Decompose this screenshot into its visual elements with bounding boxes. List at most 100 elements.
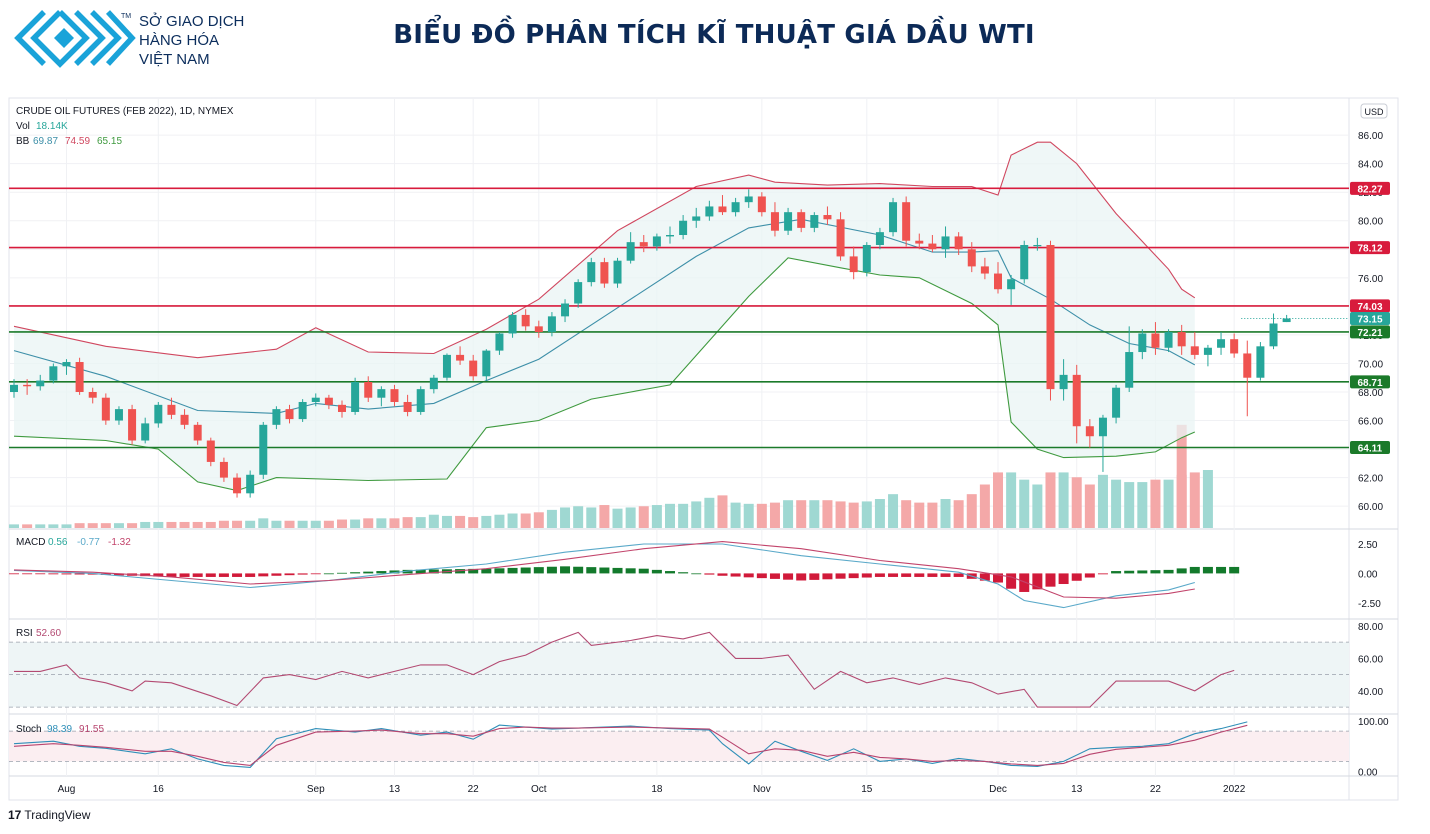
macd-histogram-bar (271, 573, 282, 576)
macd-histogram-bar (35, 573, 46, 575)
volume-bar (769, 502, 780, 528)
candle-body (364, 382, 373, 398)
stoch-legend-k: 98.39 (47, 724, 72, 735)
candle-body (994, 273, 1002, 290)
candle-body (1217, 339, 1226, 348)
macd-histogram-bar (625, 568, 636, 574)
tradingview-brand: TradingView (24, 808, 91, 822)
stoch-tick-label: 100.00 (1358, 717, 1389, 728)
volume-bar (1032, 484, 1043, 528)
macd-histogram-bar (363, 571, 374, 574)
volume-bar (350, 519, 361, 528)
candle-body (154, 404, 163, 424)
price-tick-label: 62.00 (1358, 474, 1383, 485)
macd-histogram-bar (874, 573, 885, 577)
macd-histogram-bar (310, 573, 321, 575)
macd-histogram-bar (861, 573, 872, 578)
candle-body (456, 354, 465, 361)
candle-body (1190, 346, 1199, 355)
candle-body (1033, 244, 1042, 247)
macd-tick-label: -2.50 (1358, 599, 1381, 610)
macd-histogram-bar (166, 573, 177, 577)
candle-body (128, 409, 137, 441)
candle-body (101, 397, 110, 421)
candle-body (836, 219, 845, 257)
volume-bar (402, 517, 413, 528)
candle-body (862, 244, 871, 273)
last-price-badge (1350, 311, 1390, 325)
macd-histogram-bar (415, 569, 426, 574)
volume-bar (481, 515, 492, 528)
candle-body (639, 242, 648, 247)
candle-body (324, 397, 333, 405)
macd-histogram-bar (717, 573, 728, 576)
candle-body (928, 243, 937, 250)
macd-legend-hist: 0.56 (48, 537, 68, 548)
macd-histogram-bar (678, 572, 689, 574)
volume-bar (22, 524, 33, 528)
rsi-legend-label: RSI (16, 628, 33, 639)
bb-legend-upper: 74.59 (65, 136, 90, 147)
candle-body (652, 236, 661, 247)
macd-histogram-bar (979, 573, 990, 581)
macd-legend-label: MACD (16, 537, 45, 548)
bb-legend-label: BB (16, 136, 30, 147)
macd-histogram-bar (927, 573, 938, 577)
candle-body (587, 262, 596, 283)
volume-bar (205, 521, 216, 528)
macd-histogram-bar (1058, 573, 1069, 585)
tradingview-logo[interactable]: 17 TradingView (8, 808, 90, 822)
last-price-label: 73.15 (1357, 314, 1382, 325)
macd-signal-line (13, 541, 1195, 599)
candle-body (889, 202, 898, 233)
macd-histogram-bar (389, 570, 400, 574)
volume-bar (323, 520, 334, 528)
macd-histogram-bar (218, 573, 229, 577)
candle-body (206, 440, 215, 462)
volume-bar (533, 512, 544, 528)
candle-body (1151, 333, 1160, 348)
candle-body (508, 314, 517, 334)
volume-bar (140, 521, 151, 528)
macd-histogram-bar (1124, 570, 1135, 574)
time-tick-label: 18 (651, 784, 663, 795)
volume-bar (520, 513, 531, 528)
volume-bar (678, 503, 689, 528)
candle-body (1230, 339, 1239, 354)
candle-body (377, 389, 386, 398)
time-tick-label: 15 (861, 784, 873, 795)
macd-histogram-bar (179, 573, 190, 577)
rsi-tick-label: 60.00 (1358, 654, 1383, 665)
macd-histogram-bar (1216, 566, 1227, 574)
macd-histogram-bar (651, 569, 662, 574)
candle-body (311, 397, 320, 402)
volume-bar (848, 502, 859, 528)
candle-body (810, 215, 819, 228)
macd-histogram-bar (599, 567, 610, 574)
macd-histogram-bar (940, 573, 951, 577)
volume-bar (415, 517, 426, 528)
tradingview-chart[interactable]: 60.0062.0064.0066.0068.0070.0072.0074.00… (0, 96, 1430, 808)
candle-body (718, 206, 727, 213)
time-tick-label: Sep (307, 784, 325, 795)
volume-bar (573, 506, 584, 528)
macd-histogram-bar (9, 573, 19, 575)
macd-histogram-bar (232, 573, 243, 577)
volume-bar (966, 494, 977, 528)
resistance-level-label: 78.12 (1357, 244, 1382, 255)
volume-bar (940, 499, 951, 528)
volume-bar (691, 501, 702, 528)
volume-bar (441, 515, 452, 528)
candle-body (967, 249, 976, 267)
macd-legend-signal: -1.32 (108, 537, 131, 548)
candle-body (757, 196, 766, 213)
volume-bar (310, 520, 321, 528)
volume-bar (127, 523, 138, 528)
volume-bar (87, 523, 98, 528)
volume-bar (35, 524, 46, 528)
volume-bar (979, 484, 990, 528)
rsi-line (14, 631, 1235, 708)
volume-bar (796, 500, 807, 528)
time-tick-label: 2022 (1223, 784, 1246, 795)
macd-histogram-bar (1137, 570, 1148, 574)
